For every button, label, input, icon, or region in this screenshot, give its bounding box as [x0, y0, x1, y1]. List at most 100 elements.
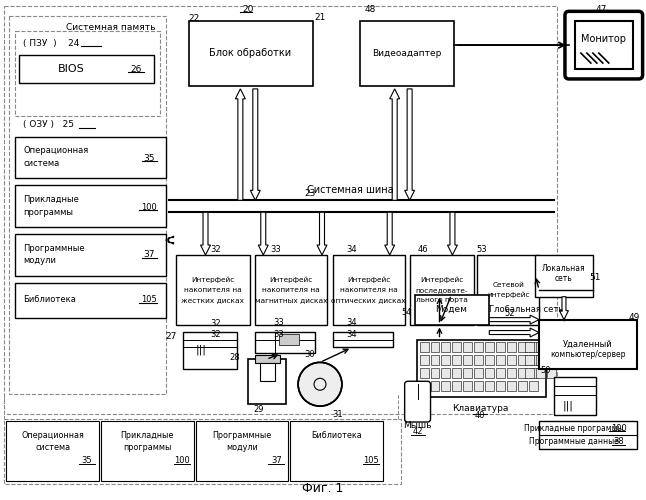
Text: Удаленный: Удаленный [563, 340, 612, 349]
Bar [529, 382, 538, 391]
Bar [485, 356, 494, 366]
Text: Видеоадаптер: Видеоадаптер [372, 48, 441, 58]
Bar [463, 342, 472, 352]
Text: жестких дисках: жестких дисках [182, 296, 244, 302]
Text: Библиотека: Библиотека [311, 432, 362, 440]
FancyArrow shape [235, 89, 245, 200]
Text: ( ОЗУ )   25: ( ОЗУ ) 25 [23, 120, 74, 129]
Text: 105: 105 [141, 295, 156, 304]
Bar [496, 356, 505, 366]
Text: Монитор: Монитор [581, 34, 626, 44]
Bar [518, 356, 527, 366]
Text: сеть: сеть [555, 274, 573, 283]
Text: 32: 32 [210, 246, 221, 254]
Bar [536, 368, 545, 378]
Bar [463, 382, 472, 391]
Bar [430, 342, 439, 352]
Text: оптических дисках: оптических дисках [331, 296, 406, 302]
FancyArrow shape [489, 315, 539, 324]
Bar [430, 356, 439, 366]
Text: система: система [23, 159, 59, 168]
Text: Системная память: Системная память [66, 24, 156, 32]
Text: 32: 32 [210, 330, 221, 338]
Text: Интерфейс: Интерфейс [191, 276, 234, 283]
Text: Глобальная сеть: Глобальная сеть [489, 305, 563, 314]
Text: 35: 35 [143, 154, 154, 163]
Text: модули: модули [226, 444, 258, 452]
Bar [539, 320, 637, 370]
Bar [496, 368, 505, 378]
Text: компьютер/сервер: компьютер/сервер [550, 350, 625, 359]
Text: 26: 26 [130, 64, 141, 74]
Text: 46: 46 [417, 246, 428, 254]
Bar [333, 332, 393, 347]
Bar [539, 421, 637, 449]
Bar [536, 356, 545, 366]
Bar [547, 368, 556, 378]
Bar [525, 342, 534, 352]
Circle shape [298, 362, 342, 406]
Bar [255, 332, 315, 353]
Text: 51: 51 [589, 274, 600, 282]
Bar [525, 356, 534, 366]
Text: 21: 21 [315, 13, 326, 22]
Text: 52: 52 [504, 309, 514, 318]
FancyArrow shape [317, 212, 327, 255]
FancyArrow shape [489, 328, 539, 337]
Text: 31: 31 [333, 410, 343, 418]
Text: 22: 22 [189, 14, 200, 23]
Text: 33: 33 [273, 318, 284, 326]
Bar [420, 342, 428, 352]
FancyArrow shape [448, 212, 457, 255]
Bar [183, 332, 237, 370]
Bar [535, 255, 593, 296]
Bar [5, 419, 401, 484]
Text: 37: 37 [143, 250, 154, 260]
Bar [485, 368, 494, 378]
Bar [525, 368, 534, 378]
Bar [16, 234, 165, 276]
Bar [547, 342, 556, 352]
Text: ( ПЗУ  )    24: ( ПЗУ ) 24 [23, 38, 79, 48]
Text: накопителя на: накопителя на [262, 287, 320, 293]
Text: Интерфейс: Интерфейс [269, 276, 313, 283]
Text: программы: программы [123, 444, 171, 452]
Text: 27: 27 [165, 332, 176, 340]
Text: Прикладные программы: Прикладные программы [524, 424, 623, 432]
Bar [518, 382, 527, 391]
Bar [189, 22, 313, 86]
Bar [279, 334, 299, 345]
Text: 34: 34 [346, 246, 357, 254]
FancyArrow shape [250, 89, 260, 200]
FancyArrow shape [258, 212, 268, 255]
Text: Операционная: Операционная [23, 146, 89, 155]
Bar [536, 342, 545, 352]
Bar [255, 255, 327, 324]
Text: 28: 28 [230, 353, 240, 362]
Text: магнитных дисках: магнитных дисках [255, 296, 328, 302]
Text: 34: 34 [346, 330, 357, 338]
Text: 54: 54 [401, 308, 412, 317]
Text: 38: 38 [613, 438, 624, 446]
Bar [485, 382, 494, 391]
Text: 48: 48 [365, 5, 376, 14]
Text: Системная шина: Системная шина [307, 186, 393, 196]
Text: Программные: Программные [23, 244, 85, 252]
Text: Библиотека: Библиотека [23, 295, 76, 304]
Text: Блок обработки: Блок обработки [209, 48, 291, 58]
Text: Прикладные: Прикладные [23, 195, 79, 204]
Bar [420, 356, 428, 366]
Bar [496, 342, 505, 352]
Bar [430, 382, 439, 391]
Bar [474, 382, 483, 391]
Bar [415, 294, 489, 324]
Text: последовате-: последовате- [416, 287, 468, 293]
Bar [176, 255, 250, 324]
Text: модули: модули [23, 256, 56, 266]
Bar [255, 356, 280, 364]
FancyArrow shape [559, 296, 568, 320]
Text: 40: 40 [475, 411, 486, 420]
Bar [477, 255, 539, 324]
Text: Операционная: Операционная [21, 432, 84, 440]
Bar [420, 382, 428, 391]
